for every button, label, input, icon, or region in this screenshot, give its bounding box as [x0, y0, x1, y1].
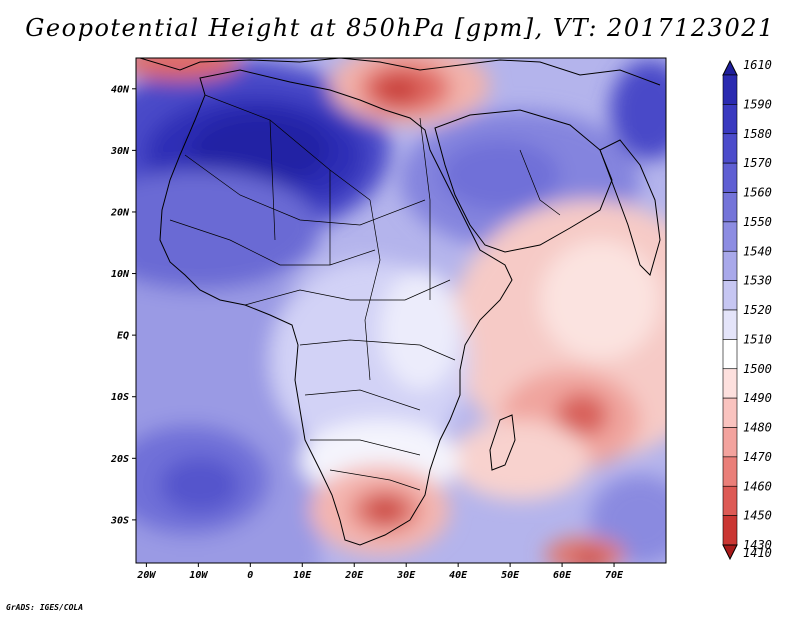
- border-line: [299, 339, 456, 361]
- colorbar-label: 1490: [743, 391, 772, 405]
- lon-label: 60E: [553, 570, 572, 581]
- border-line: [329, 469, 421, 491]
- lon-label: 50E: [501, 570, 520, 581]
- colorbar-swatch: [722, 133, 738, 164]
- colorbar-label: 1460: [743, 479, 772, 493]
- lon-label: 20W: [136, 570, 156, 581]
- madagascar-coastline: [489, 414, 516, 471]
- colorbar-swatch: [722, 162, 738, 193]
- colorbar-swatch: [722, 74, 738, 105]
- colorbar-swatch: [722, 397, 738, 428]
- colorbar-swatch: [722, 339, 738, 370]
- lat-label: 20S: [110, 454, 129, 465]
- border-line: [204, 94, 371, 201]
- lon-label: 30E: [396, 570, 416, 581]
- colorbar-label: 1610: [743, 58, 772, 72]
- lat-label: 40N: [111, 84, 130, 95]
- lat-label: 30N: [110, 146, 130, 157]
- lat-label: 10N: [111, 269, 130, 280]
- lon-label: 40E: [449, 570, 468, 581]
- page-title: Geopotential Height at 850hPa [gpm], VT:…: [25, 14, 775, 42]
- lon-label: 0: [247, 570, 253, 581]
- plot-frame: [135, 57, 667, 564]
- lon-label: 70E: [605, 570, 624, 581]
- colorbar-swatch: [722, 368, 738, 399]
- colorbar-label: 1410: [743, 546, 772, 560]
- colorbar-label: 1550: [743, 215, 772, 229]
- africa-coastline: [159, 69, 513, 546]
- lat-label: EQ: [117, 331, 129, 342]
- colorbar-label: 1470: [743, 450, 772, 464]
- lat-label: 10S: [111, 392, 129, 403]
- colorbar-label: 1520: [743, 303, 772, 317]
- border-line: [169, 219, 376, 266]
- longitude-axis: 20W 10W 0 10E 20E 30E 40E 50E 60E 70E: [136, 563, 624, 581]
- grads-credit: GrADS: IGES/COLA: [6, 603, 84, 612]
- colorbar-label: 1510: [743, 332, 772, 346]
- lat-label: 20N: [110, 207, 130, 218]
- border-line: [310, 439, 421, 456]
- colorbar-label: 1540: [743, 244, 772, 258]
- colorbar-swatch: [722, 309, 738, 340]
- colorbar-top-triangle: [722, 59, 738, 76]
- europe-coastline: [139, 58, 661, 86]
- lat-label: 30S: [110, 515, 129, 526]
- border-line: [244, 279, 451, 306]
- colorbar-swatch: [722, 280, 738, 311]
- coastlines: [139, 58, 661, 546]
- colorbar-swatch: [722, 456, 738, 487]
- country-borders: [169, 94, 561, 491]
- lon-label: 10W: [189, 570, 208, 581]
- border-line: [269, 119, 276, 241]
- colorbar-label: 1590: [743, 97, 772, 111]
- border-line: [184, 154, 426, 226]
- colorbar-swatch: [722, 515, 738, 546]
- colorbar-swatch: [722, 427, 738, 458]
- colorbar: 1610 1590 1580 1570 1560 1550 1540 1530 1520 1510…: [722, 58, 772, 561]
- colorbar-swatch: [722, 192, 738, 223]
- colorbar-swatch: [722, 485, 738, 516]
- colorbar-swatch: [722, 221, 738, 252]
- colorbar-bottom-triangle: [722, 544, 738, 561]
- colorbar-label: 1530: [743, 274, 772, 288]
- colorbar-swatch: [722, 104, 738, 135]
- arabia-coastline: [434, 109, 613, 253]
- india-coastline: [599, 139, 661, 276]
- colorbar-swatch: [722, 250, 738, 281]
- border-line: [519, 149, 561, 216]
- colorbar-label: 1450: [743, 509, 772, 523]
- border-line: [364, 199, 381, 381]
- colorbar-label: 1570: [743, 156, 772, 170]
- latitude-axis: 40N 30N 20N 10N EQ 10S 20S 30S: [110, 84, 136, 526]
- lon-label: 10E: [293, 570, 312, 581]
- colorbar-label: 1480: [743, 421, 772, 435]
- colorbar-label: 1500: [743, 362, 772, 376]
- colorbar-label: 1560: [743, 186, 772, 200]
- geopotential-field: [136, 58, 666, 563]
- colorbar-label: 1580: [743, 127, 772, 141]
- border-line: [304, 389, 421, 411]
- border-line: [419, 117, 431, 300]
- lon-label: 20E: [344, 570, 364, 581]
- colorbar-label: 1430: [743, 538, 772, 552]
